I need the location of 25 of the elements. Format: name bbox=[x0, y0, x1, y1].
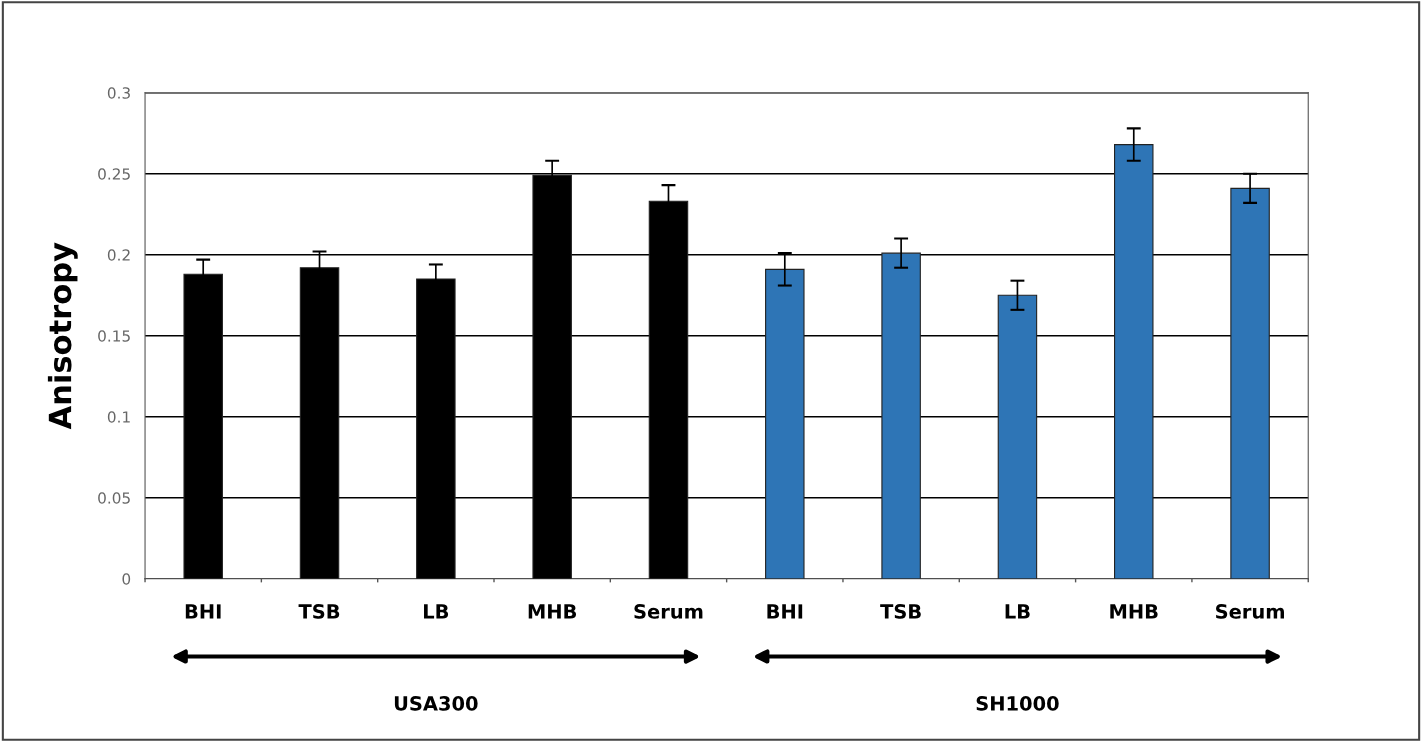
y-axis-title: Anisotropy bbox=[47, 242, 78, 430]
bar bbox=[997, 294, 1038, 579]
y-tick-label: 0 bbox=[122, 573, 131, 585]
x-tick-label: LB bbox=[1005, 604, 1030, 619]
text: SH1000 bbox=[976, 696, 1059, 711]
x-tick-label: TSB bbox=[880, 604, 921, 619]
x-tick-label: BHI bbox=[185, 604, 221, 619]
x-tick-label: BHI bbox=[767, 604, 803, 619]
y-tick-label: 0.15 bbox=[98, 330, 130, 342]
bar bbox=[881, 252, 921, 579]
y-tick-label: 0.1 bbox=[107, 411, 130, 423]
y-tick-label: 0.3 bbox=[107, 87, 130, 99]
bar bbox=[765, 268, 805, 579]
y-tick-label: 0.05 bbox=[98, 492, 130, 504]
bar bbox=[1114, 144, 1154, 579]
x-tick-label: MHB bbox=[528, 604, 577, 619]
text: USA300 bbox=[394, 696, 478, 711]
y-tick-label: 0.2 bbox=[107, 249, 130, 261]
x-tick-label: LB bbox=[424, 604, 449, 619]
bar bbox=[1230, 187, 1270, 579]
x-tick-label: TSB bbox=[298, 604, 340, 619]
x-tick-label: MHB bbox=[1110, 604, 1158, 619]
x-tick-label: Serum bbox=[634, 604, 703, 619]
x-tick-label: Serum bbox=[1216, 604, 1284, 619]
y-tick-label: 0.25 bbox=[98, 168, 130, 180]
